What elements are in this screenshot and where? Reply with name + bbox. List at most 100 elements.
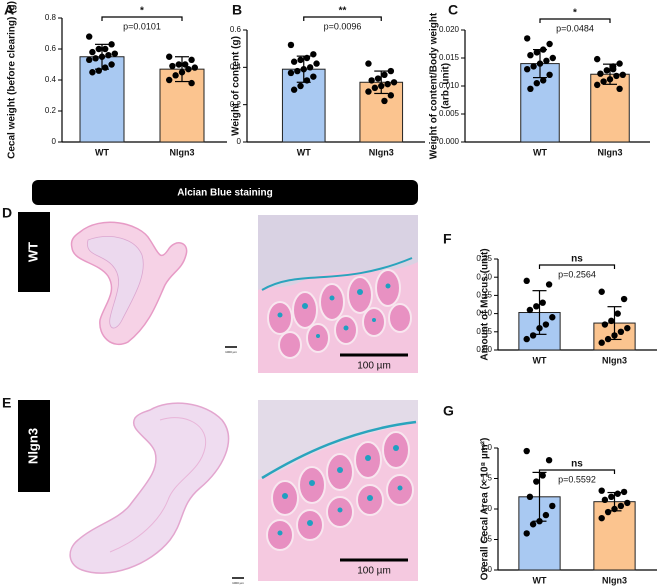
data-point bbox=[536, 324, 543, 332]
data-point bbox=[390, 79, 398, 86]
y-axis-label: (arb. unit) bbox=[441, 63, 452, 109]
data-point bbox=[523, 277, 530, 285]
significance-bracket bbox=[101, 16, 183, 21]
data-point bbox=[601, 321, 609, 328]
data-point bbox=[294, 67, 301, 75]
data-point bbox=[378, 82, 385, 90]
data-point bbox=[108, 61, 115, 68]
significance-label: ns bbox=[571, 254, 583, 265]
data-point bbox=[384, 80, 391, 88]
banner-text: Alcian Blue staining bbox=[177, 188, 273, 199]
data-point bbox=[523, 530, 530, 537]
panel-letter: F bbox=[443, 231, 452, 247]
data-point bbox=[624, 324, 631, 332]
data-point bbox=[616, 60, 623, 67]
data-point bbox=[542, 511, 550, 519]
data-point bbox=[365, 88, 372, 95]
data-point bbox=[533, 80, 540, 87]
data-point bbox=[313, 60, 320, 67]
data-point bbox=[611, 332, 618, 339]
data-point bbox=[92, 55, 99, 62]
y-tick-label: 0 bbox=[52, 137, 57, 146]
data-point bbox=[614, 310, 621, 317]
data-point bbox=[178, 69, 186, 76]
data-point bbox=[606, 76, 614, 83]
bar bbox=[593, 501, 636, 571]
data-point bbox=[523, 447, 530, 455]
data-point bbox=[300, 66, 307, 73]
y-axis-label: Cecal weight (before clearing) (g) bbox=[7, 1, 18, 159]
data-point bbox=[526, 493, 534, 500]
data-point bbox=[614, 490, 621, 497]
y-tick-label: 1.5 bbox=[481, 474, 493, 483]
histology-zoom bbox=[258, 400, 418, 581]
data-point bbox=[290, 58, 298, 65]
y-tick-label: 0.00 bbox=[476, 345, 492, 354]
x-tick-label: Nlgn3 bbox=[602, 355, 627, 365]
data-point bbox=[290, 86, 298, 93]
data-point bbox=[182, 61, 189, 68]
data-point bbox=[102, 45, 109, 53]
data-point bbox=[613, 72, 620, 80]
data-point bbox=[89, 69, 96, 76]
data-point bbox=[310, 51, 317, 58]
y-tick-label: 0.05 bbox=[476, 327, 492, 336]
data-point bbox=[188, 56, 195, 64]
data-point bbox=[617, 328, 625, 335]
x-tick-label: Nlgn3 bbox=[602, 575, 627, 585]
data-point bbox=[89, 48, 96, 56]
data-point bbox=[604, 335, 612, 343]
significance-label: ns bbox=[571, 459, 583, 470]
data-point bbox=[523, 335, 530, 343]
data-point bbox=[546, 71, 553, 79]
y-tick-label: 1.0 bbox=[481, 504, 493, 513]
data-point bbox=[543, 57, 550, 64]
data-point bbox=[108, 41, 115, 48]
significance-bracket bbox=[303, 16, 382, 21]
data-point bbox=[169, 62, 176, 70]
data-point bbox=[303, 54, 311, 62]
data-point bbox=[546, 40, 553, 48]
x-tick-label: WT bbox=[533, 147, 547, 157]
y-tick-label: 0.25 bbox=[476, 254, 492, 263]
p-value: p=0.0484 bbox=[556, 23, 594, 33]
data-point bbox=[549, 314, 556, 321]
data-point bbox=[111, 50, 119, 57]
data-point bbox=[95, 45, 103, 53]
data-point bbox=[620, 488, 628, 496]
data-point bbox=[306, 64, 314, 71]
data-point bbox=[598, 339, 605, 346]
data-point bbox=[540, 77, 547, 84]
row-label-box bbox=[18, 400, 50, 492]
data-point bbox=[524, 35, 531, 42]
panel-letter: G bbox=[443, 403, 454, 419]
y-tick-label: 0.10 bbox=[476, 309, 492, 318]
data-point bbox=[539, 472, 546, 479]
data-point bbox=[533, 478, 540, 485]
panel-letter: B bbox=[232, 2, 242, 18]
data-point bbox=[297, 56, 304, 64]
data-point bbox=[524, 66, 531, 73]
data-point bbox=[374, 75, 382, 82]
data-point bbox=[549, 502, 556, 510]
y-tick-label: 0.4 bbox=[45, 75, 57, 84]
data-point bbox=[529, 521, 537, 528]
significance-label: ** bbox=[339, 6, 347, 17]
panel-letter: D bbox=[2, 205, 12, 221]
data-point bbox=[98, 53, 106, 60]
data-point bbox=[597, 70, 604, 77]
data-point bbox=[598, 288, 605, 295]
p-value: p=0.0101 bbox=[123, 21, 161, 31]
data-point bbox=[604, 508, 612, 516]
y-tick-label: 0.005 bbox=[439, 109, 460, 118]
y-tick-label: 0 bbox=[237, 137, 242, 146]
data-point bbox=[166, 76, 173, 84]
data-point bbox=[610, 66, 617, 73]
data-point bbox=[539, 299, 546, 306]
p-value: p=0.5592 bbox=[558, 474, 596, 484]
data-point bbox=[526, 306, 534, 314]
x-tick-label: WT bbox=[297, 147, 311, 157]
data-point bbox=[105, 52, 112, 59]
bar bbox=[79, 56, 125, 143]
data-point bbox=[185, 65, 192, 73]
